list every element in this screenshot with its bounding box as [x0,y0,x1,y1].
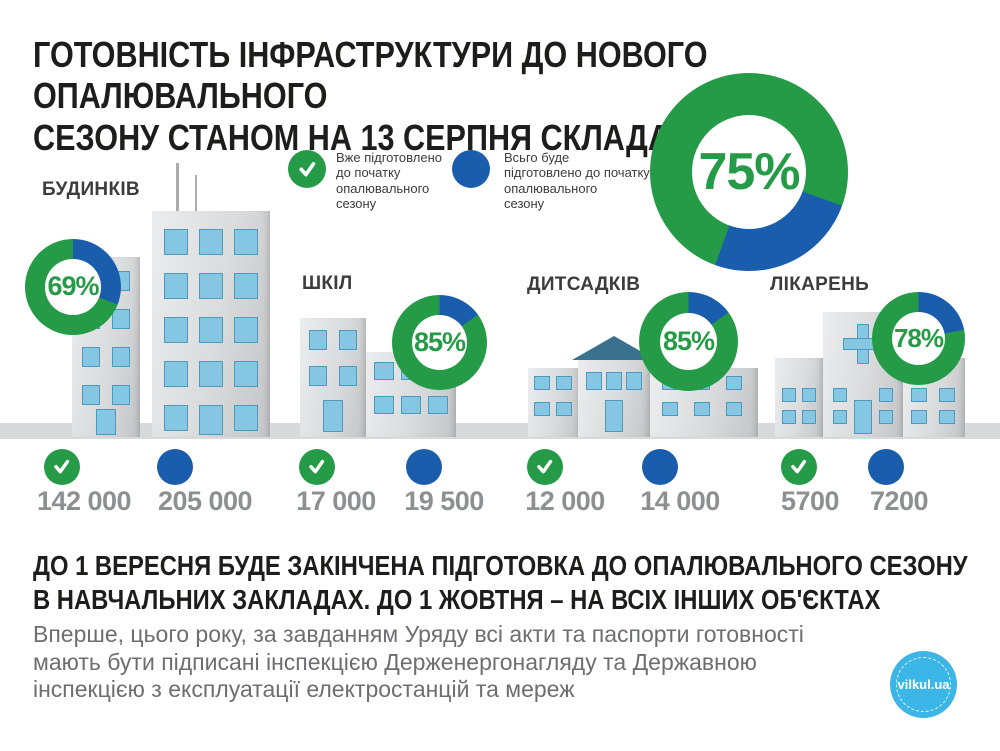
ready-check-icon [44,449,80,485]
hospital-wing-left-illustration [775,358,823,437]
vilkul-logo: vilkul.ua [890,651,957,718]
likaren-percent-value: 78% [893,323,944,353]
planned-dot-icon [157,449,193,485]
planned-dot-icon [406,449,442,485]
likaren-donut-chart: 78% [872,292,965,385]
shkil-total-count: 19 500 [404,486,484,516]
ready-check-icon [288,150,326,188]
legend-ready-label: Вже підготовлено до початку опалювальног… [336,150,442,211]
antenna-icon [176,163,179,212]
overall-donut-chart: 75% [650,73,848,271]
school-building-main-illustration [300,318,366,437]
ready-check-icon [527,449,563,485]
dytsadkiv-ready-count: 12 000 [525,486,605,516]
deadline-statement: ДО 1 ВЕРЕСНЯ БУДЕ ЗАКІНЧЕНА ПІДГОТОВКА Д… [33,550,968,616]
planned-dot-icon [868,449,904,485]
budynkiv-ready-count: 142 000 [36,486,132,516]
kindergarten-center-illustration [578,360,650,437]
vilkul-logo-text: vilkul.ua [897,677,950,692]
shkil-ready-count: 17 000 [296,486,376,516]
likaren-total-count: 7200 [869,486,929,516]
dytsadkiv-donut-chart: 85% [639,292,738,391]
budynkiv-percent-value: 69% [47,271,99,302]
budynkiv-donut-chart: 69% [25,239,121,335]
checkmark-glyph [299,161,316,177]
dytsadkiv-percent-value: 85% [662,326,715,356]
planned-dot-icon [452,150,490,188]
category-label-dytsadkiv: ДИТСАДКІВ [527,274,641,295]
dytsadkiv-total-count: 14 000 [640,486,720,516]
shkil-donut-chart: 85% [392,295,487,390]
kindergarten-wing-left-illustration [528,368,580,437]
legend-planned-label: Всьго буде підготовлено до початку опалю… [504,150,650,211]
likaren-ready-count: 5700 [780,486,840,516]
apartment-building-tall-illustration [152,211,270,437]
antenna-icon [195,175,197,212]
ready-check-icon [299,449,335,485]
budynkiv-total-count: 205 000 [157,486,253,516]
shkil-percent-value: 85% [413,327,466,357]
overall-percent-value: 75% [698,142,800,201]
inspection-note: Вперше, цього року, за завданням Уряду в… [33,621,804,703]
overall-donut-hole: 75% [691,114,807,230]
ready-check-icon [781,449,817,485]
category-label-likaren: ЛІКАРЕНЬ [770,274,870,295]
planned-dot-icon [642,449,678,485]
category-label-shkil: ШКІЛ [302,273,353,294]
category-label-budynkiv: БУДИНКІВ [42,179,140,200]
